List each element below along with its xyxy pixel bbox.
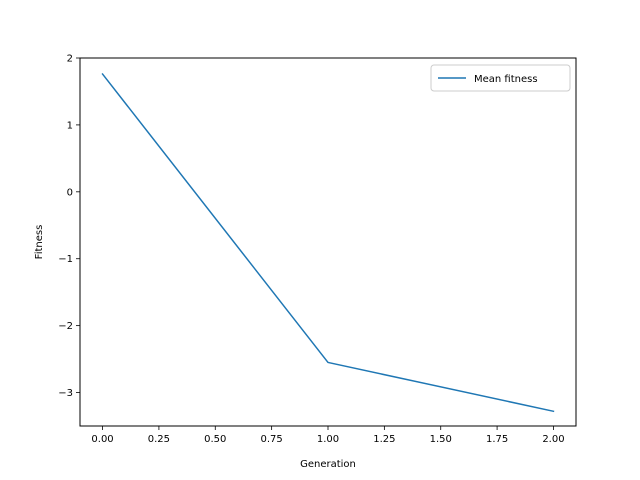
x-tick-label: 1.75	[486, 434, 508, 445]
x-tick-label: 1.00	[317, 434, 339, 445]
x-axis-ticks: 0.00 0.25 0.50 0.75 1.00 1.25 1.50 1.75 2.00	[91, 426, 565, 445]
y-axis-label: Fitness	[34, 225, 45, 260]
x-tick-label: 1.25	[373, 434, 395, 445]
x-tick-label: 1.50	[430, 434, 452, 445]
y-axis-ticks: −3 −2 −1 0 1 2	[58, 54, 80, 399]
legend-box	[430, 64, 571, 92]
y-tick-label: 1	[67, 120, 73, 131]
y-tick-label: 0	[67, 187, 73, 198]
series-layer	[101, 73, 555, 413]
x-tick-label: 0.00	[91, 434, 113, 445]
legend: Mean fitness	[430, 64, 571, 92]
y-tick-label: 2	[67, 54, 73, 65]
x-tick-label: 0.25	[148, 434, 170, 445]
x-tick-label: 0.75	[261, 434, 283, 445]
series-line-0	[101, 73, 555, 413]
x-tick-label: 2.00	[542, 434, 564, 445]
y-tick-label: −2	[58, 321, 73, 332]
x-axis-label: Generation	[300, 459, 356, 470]
x-tick-label: 0.50	[204, 434, 226, 445]
legend-label: Mean fitness	[474, 74, 538, 85]
y-tick-label: −1	[58, 254, 73, 265]
y-tick-label: −3	[58, 388, 73, 399]
